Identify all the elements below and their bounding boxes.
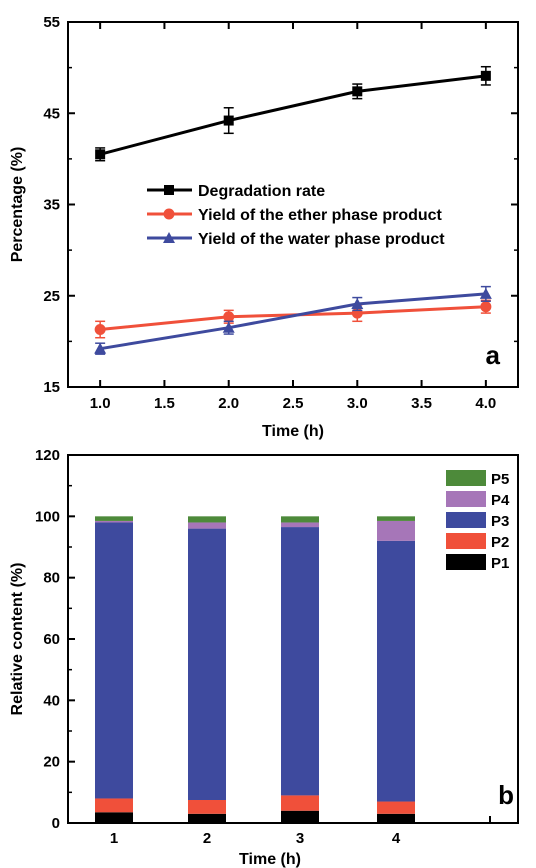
y-tick-label-b: 60	[43, 631, 60, 648]
bar-stack-2	[188, 516, 226, 823]
series-a-1	[95, 65, 491, 162]
series-a-3	[94, 285, 492, 355]
data-point	[95, 149, 106, 160]
y-tick-label-a: 55	[43, 14, 60, 31]
bar-segment-p4	[281, 522, 319, 528]
y-axis-title-a: Percentage (%)	[9, 147, 26, 263]
y-tick-label-b: 0	[52, 815, 60, 832]
panel-label-a: a	[486, 340, 501, 370]
data-point	[223, 311, 235, 323]
legend-swatch	[446, 554, 486, 570]
y-tick-label-b: 80	[43, 570, 60, 587]
legend-swatch	[446, 512, 486, 528]
x-tick-label-a: 2.0	[218, 395, 239, 412]
legend-label: P2	[491, 534, 509, 551]
bar-segment-p3	[377, 540, 415, 802]
data-point	[352, 86, 363, 97]
panel-label-b: b	[498, 780, 514, 810]
plot-frame-a	[67, 21, 519, 388]
bar-segment-p5	[281, 516, 319, 523]
bar-segment-p3	[188, 528, 226, 800]
x-tick-label-a: 4.0	[475, 395, 496, 412]
legend-a: Degradation rate Yield of the ether phase…	[147, 183, 445, 248]
legend-label: Yield of the water phase product	[198, 231, 445, 248]
y-axis-title-b: Relative content (%)	[9, 563, 26, 716]
legend-b: P5 P4 P3 P2 P1	[446, 470, 510, 572]
y-tick-label-a: 25	[43, 288, 60, 305]
bar-segment-p4	[377, 520, 415, 541]
bar-segment-p3	[281, 527, 319, 796]
bar-segment-p2	[281, 795, 319, 811]
legend-marker	[164, 185, 174, 195]
data-point	[94, 324, 106, 336]
data-point	[222, 321, 235, 333]
x-tick-label-a: 3.0	[347, 395, 368, 412]
bar-segment-p4	[188, 522, 226, 529]
x-tick-label-b: 4	[392, 830, 401, 847]
bar-segment-p4	[95, 520, 133, 523]
series-line	[99, 74, 487, 156]
legend-label: Degradation rate	[198, 183, 325, 200]
series-line	[99, 292, 486, 351]
bar-stack-3	[281, 516, 319, 823]
data-point	[480, 301, 492, 313]
x-tick-label-b: 2	[203, 830, 211, 847]
legend-marker	[163, 208, 175, 220]
legend-marker	[163, 232, 175, 243]
bar-stack-4	[377, 516, 415, 823]
data-point	[480, 70, 491, 81]
bar-segment-p3	[95, 522, 133, 799]
legend-swatch	[446, 533, 486, 549]
x-tick-label-a: 1.5	[154, 395, 175, 412]
chart-panel-a: 15 25 35 45 55 1.0 1.5 2.0 2.5 3.0 3.5 4.0 Time (h) P…	[9, 14, 519, 440]
series-a-2	[94, 299, 492, 339]
bar-segment-p5	[377, 516, 415, 521]
x-axis-title-b: Time (h)	[239, 851, 301, 868]
bar-segment-p5	[95, 516, 133, 521]
y-tick-label-b: 120	[35, 447, 60, 464]
data-point	[223, 115, 234, 126]
x-tick-label-b: 1	[110, 830, 118, 847]
y-tick-label-b: 100	[35, 508, 60, 525]
y-tick-label-a: 35	[43, 197, 60, 214]
bar-segment-p2	[377, 801, 415, 814]
legend-label: P3	[491, 513, 509, 530]
legend-label: P5	[491, 471, 509, 488]
bar-segment-p2	[95, 798, 133, 813]
x-tick-label-a: 2.5	[283, 395, 304, 412]
legend-swatch	[446, 470, 486, 486]
data-point	[94, 342, 107, 354]
y-tick-label-b: 40	[43, 692, 60, 709]
chart-panel-b: 0 20 40 60 80 100 120 1 2 3 4 Time (h) Relative cont…	[9, 447, 519, 868]
y-tick-label-a: 15	[43, 379, 60, 396]
x-tick-label-b: 3	[296, 830, 304, 847]
x-axis-title-a: Time (h)	[262, 423, 324, 440]
legend-swatch	[446, 491, 486, 507]
y-tick-label-a: 45	[43, 105, 60, 122]
bar-segment-p5	[188, 516, 226, 523]
data-point	[479, 287, 492, 299]
legend-label: Yield of the ether phase product	[198, 207, 443, 224]
legend-label: P1	[491, 555, 509, 572]
x-tick-label-a: 1.0	[90, 395, 111, 412]
legend-label: P4	[491, 492, 510, 509]
bar-stack-1	[95, 516, 133, 823]
x-tick-label-a: 3.5	[411, 395, 432, 412]
bar-segment-p2	[188, 800, 226, 814]
series-line	[99, 305, 486, 332]
data-point	[351, 297, 364, 309]
y-tick-label-b: 20	[43, 754, 60, 771]
